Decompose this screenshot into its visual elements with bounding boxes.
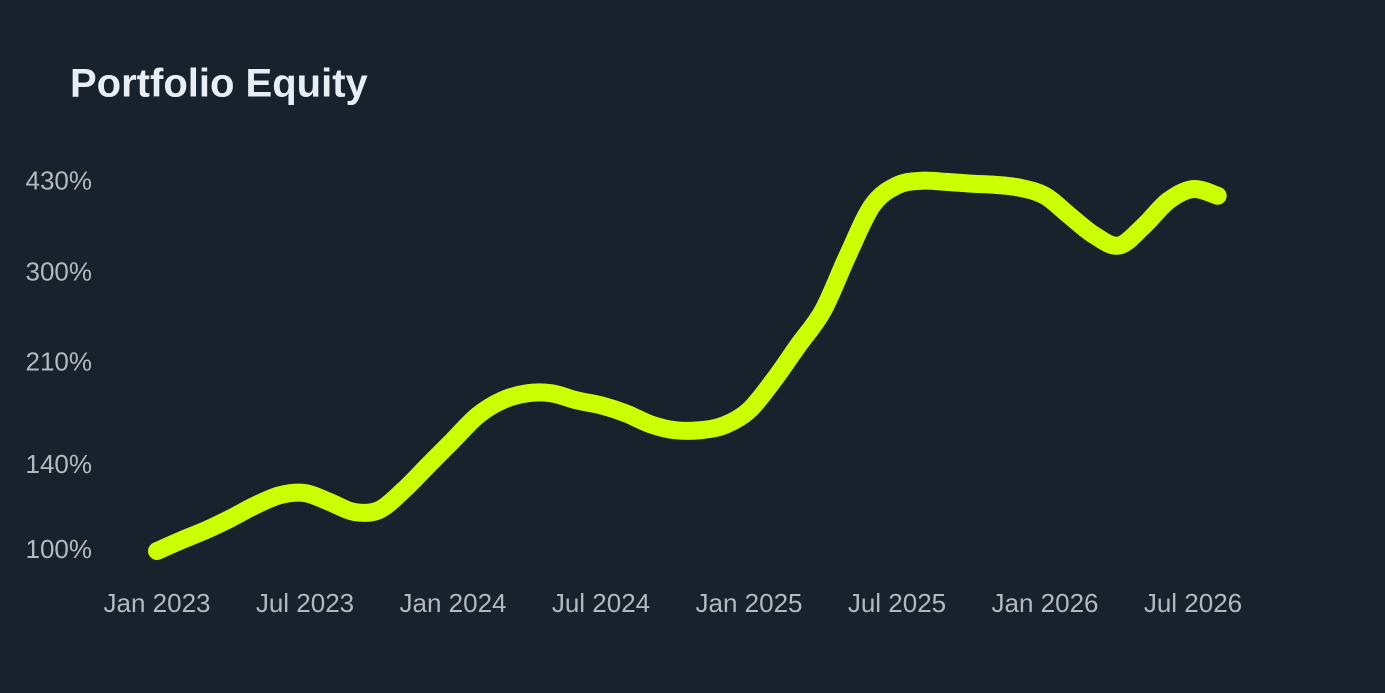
x-tick-label: Jan 2023 (104, 588, 211, 618)
x-tick-label: Jan 2025 (696, 588, 803, 618)
x-tick-label: Jul 2023 (256, 588, 354, 618)
y-tick-label: 430% (26, 165, 93, 195)
x-tick-label: Jan 2026 (992, 588, 1099, 618)
x-tick-label: Jul 2024 (552, 588, 650, 618)
y-tick-label: 100% (26, 534, 93, 564)
x-tick-label: Jul 2026 (1144, 588, 1242, 618)
x-tick-label: Jul 2025 (848, 588, 946, 618)
chart-title: Portfolio Equity (70, 62, 369, 106)
line (148, 171, 1227, 561)
y-tick-label: 210% (26, 346, 93, 376)
x-tick-label: Jan 2024 (400, 588, 507, 618)
y-tick-label: 300% (26, 256, 93, 286)
y-tick-label: 140% (26, 449, 93, 479)
